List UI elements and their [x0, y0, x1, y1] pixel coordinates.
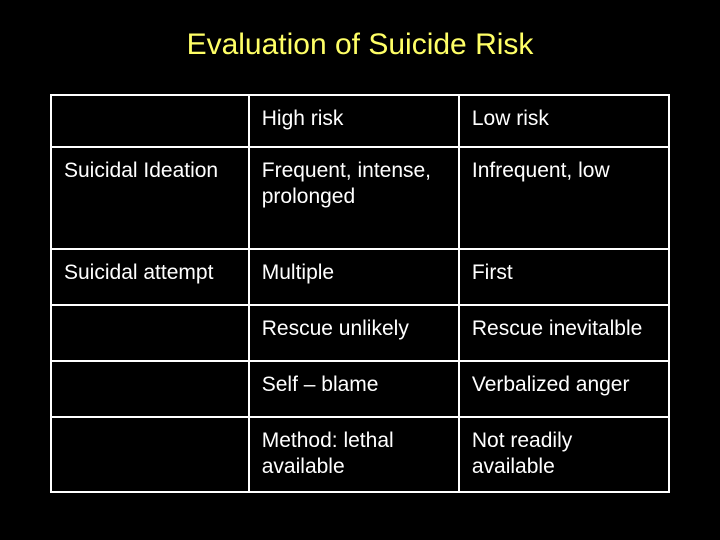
cell-low-risk: Not readily available: [459, 417, 669, 492]
row-label: [51, 417, 249, 492]
row-label: [51, 305, 249, 361]
cell-low-risk: Verbalized anger: [459, 361, 669, 417]
slide-container: Evaluation of Suicide Risk High risk Low…: [0, 0, 720, 540]
cell-high-risk: Method: lethal available: [249, 417, 459, 492]
table-row: Rescue unlikely Rescue inevitalble: [51, 305, 669, 361]
table-row: Self – blame Verbalized anger: [51, 361, 669, 417]
header-cell-blank: [51, 95, 249, 147]
row-label: [51, 361, 249, 417]
cell-high-risk: Self – blame: [249, 361, 459, 417]
header-cell-low-risk: Low risk: [459, 95, 669, 147]
row-label: Suicidal attempt: [51, 249, 249, 305]
slide-title: Evaluation of Suicide Risk: [90, 28, 630, 62]
risk-table: High risk Low risk Suicidal Ideation Fre…: [50, 94, 670, 493]
cell-low-risk: Infrequent, low: [459, 147, 669, 249]
table-row: Suicidal Ideation Frequent, intense, pro…: [51, 147, 669, 249]
cell-high-risk: Multiple: [249, 249, 459, 305]
row-label: Suicidal Ideation: [51, 147, 249, 249]
table-header-row: High risk Low risk: [51, 95, 669, 147]
cell-low-risk: First: [459, 249, 669, 305]
table-row: Suicidal attempt Multiple First: [51, 249, 669, 305]
cell-high-risk: Rescue unlikely: [249, 305, 459, 361]
table-row: Method: lethal available Not readily ava…: [51, 417, 669, 492]
cell-high-risk: Frequent, intense, prolonged: [249, 147, 459, 249]
cell-low-risk: Rescue inevitalble: [459, 305, 669, 361]
header-cell-high-risk: High risk: [249, 95, 459, 147]
